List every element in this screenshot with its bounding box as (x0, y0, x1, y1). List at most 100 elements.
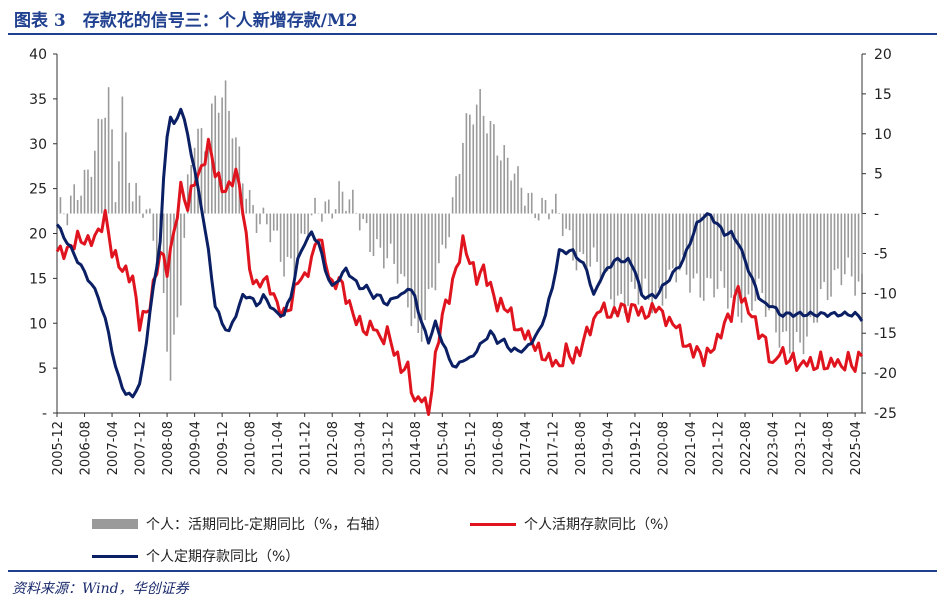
legend-red-label: 个人活期存款同比（%） (524, 517, 678, 533)
x-tick-label: 2007-12 (134, 421, 149, 475)
x-tick-label: 2009-12 (216, 421, 231, 475)
bar (438, 213, 440, 264)
right-tick-label: -20 (874, 366, 897, 382)
bar (121, 96, 124, 214)
chart-svg: -510152025303540-25-20-15-10-5-510152020… (29, 47, 897, 475)
left-tick-label: 15 (29, 271, 47, 287)
bar (324, 201, 327, 214)
bar (100, 119, 103, 214)
bar (555, 193, 557, 214)
x-tick-label: 2014-08 (409, 421, 424, 475)
x-tick-label: 2019-04 (601, 421, 616, 475)
bar (561, 213, 564, 237)
bar (702, 213, 705, 301)
bar (524, 205, 526, 214)
left-tick-label: 10 (29, 316, 47, 332)
bar (128, 182, 131, 214)
bar (513, 173, 516, 214)
bar (59, 197, 62, 214)
bar (816, 213, 819, 323)
bar (314, 197, 316, 214)
bar (413, 213, 416, 319)
bar (723, 213, 726, 288)
left-tick-label: 40 (29, 47, 47, 63)
bar (383, 213, 385, 269)
bar (455, 176, 457, 214)
bar (778, 213, 781, 348)
bar (69, 195, 72, 214)
bar (823, 213, 825, 282)
bar (613, 213, 616, 315)
x-tick-label: 2008-08 (161, 421, 176, 475)
bar (592, 213, 595, 248)
bar (782, 213, 784, 333)
bar (214, 95, 217, 214)
x-tick-label: 2022-08 (739, 421, 754, 475)
bar (668, 213, 671, 270)
bar (465, 113, 468, 214)
x-tick-label: 2025-04 (849, 421, 864, 475)
bar (125, 132, 127, 214)
bar (730, 213, 733, 298)
left-tick-label: 30 (29, 137, 47, 153)
bar (458, 173, 461, 214)
bar (854, 213, 856, 296)
legend-navy-swatch (92, 554, 138, 558)
line-time-deposits (55, 107, 864, 399)
bar (283, 213, 285, 277)
bar (469, 114, 471, 214)
bar (589, 213, 592, 267)
bar (785, 213, 788, 332)
bar (348, 199, 351, 214)
x-tick-label: 2006-08 (79, 421, 94, 475)
legend-red-swatch (470, 522, 516, 526)
bar (802, 213, 805, 355)
bar (551, 209, 554, 214)
bar (303, 213, 306, 235)
right-tick-label: -15 (874, 326, 897, 342)
bar (482, 115, 485, 214)
bar (696, 213, 698, 274)
right-tick-label: 20 (874, 47, 892, 63)
x-tick-label: 2023-04 (767, 421, 782, 475)
bar (644, 213, 647, 279)
bar (255, 213, 258, 233)
bar (585, 213, 588, 275)
x-tick-label: 2021-12 (712, 421, 727, 475)
bar (327, 199, 330, 214)
bar (424, 213, 426, 321)
bar (620, 213, 622, 294)
bar (224, 80, 227, 214)
bar (517, 166, 519, 214)
bar (173, 213, 175, 335)
bar (386, 213, 389, 259)
bar (155, 213, 158, 261)
legend-navy: 个人定期存款同比（%） (92, 546, 299, 566)
bar (489, 120, 492, 214)
bar (840, 213, 843, 286)
left-tick-label: 5 (38, 361, 47, 377)
bar (809, 213, 812, 318)
bar (737, 213, 739, 317)
x-tick-label: 2015-12 (464, 421, 479, 475)
bar (716, 213, 719, 289)
bar (610, 213, 612, 300)
bar (757, 213, 760, 279)
bar (200, 128, 203, 214)
bar (479, 88, 481, 214)
bar (331, 213, 334, 219)
x-tick-label: 2023-12 (794, 421, 809, 475)
bar (475, 104, 478, 214)
bar (400, 213, 402, 274)
bar (290, 213, 292, 259)
bar (506, 157, 509, 214)
bar (90, 176, 93, 214)
bar (444, 213, 447, 249)
x-tick-label: 2017-04 (519, 421, 534, 475)
bar (334, 209, 337, 214)
x-tick-label: 2005-12 (51, 421, 66, 475)
bar (427, 213, 430, 290)
bar (269, 213, 272, 243)
line-current-deposits (55, 137, 864, 416)
bar (245, 198, 248, 214)
